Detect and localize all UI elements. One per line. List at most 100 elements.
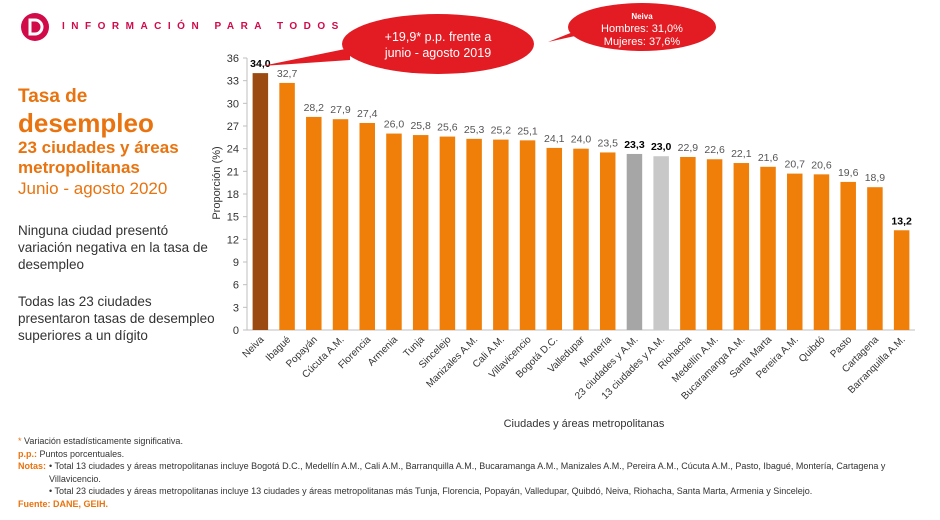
bar bbox=[787, 173, 803, 330]
bar bbox=[733, 163, 750, 330]
change-callout-line-1: +19,9* p.p. frente a bbox=[385, 30, 492, 44]
bar bbox=[359, 122, 375, 330]
bar bbox=[893, 230, 910, 330]
title-line-3: 23 ciudades y áreas metropolitanas bbox=[18, 138, 179, 177]
bar-value-label: 23,3 bbox=[624, 139, 645, 151]
bar bbox=[466, 138, 482, 330]
bar bbox=[813, 174, 830, 330]
y-tick-label: 30 bbox=[227, 98, 239, 110]
bar-value-label: 20,6 bbox=[811, 159, 832, 171]
footnote-star: * bbox=[18, 436, 22, 446]
bar-value-label: 18,9 bbox=[865, 172, 886, 184]
footnote-pp-key: p.p.: bbox=[18, 448, 37, 459]
bar bbox=[519, 140, 536, 330]
y-tick-label: 18 bbox=[227, 189, 239, 201]
footnote-significance: * Variación estadísticamente significati… bbox=[18, 435, 933, 448]
bar bbox=[252, 73, 269, 330]
y-tick-label: 36 bbox=[227, 53, 239, 65]
bar bbox=[680, 156, 696, 330]
neiva-callout-men: Hombres: 31,0% bbox=[601, 23, 683, 35]
brand-tagline: INFORMACIÓN PARA TODOS bbox=[62, 21, 345, 32]
y-tick-label: 12 bbox=[227, 234, 239, 246]
bar bbox=[412, 135, 429, 330]
bar-value-label: 23,5 bbox=[598, 137, 619, 149]
bar bbox=[706, 159, 723, 330]
y-tick-label: 15 bbox=[227, 212, 239, 224]
bar-value-label: 13,2 bbox=[891, 215, 912, 227]
bar-value-label: 28,2 bbox=[304, 102, 325, 114]
bar bbox=[626, 153, 643, 330]
y-tick-label: 3 bbox=[233, 302, 239, 314]
bar-value-label: 27,9 bbox=[330, 104, 351, 116]
bar-value-label: 25,8 bbox=[410, 120, 431, 132]
bar bbox=[599, 152, 616, 330]
bar-value-label: 22,1 bbox=[731, 148, 752, 160]
x-axis-title: Ciudades y áreas metropolitanas bbox=[504, 418, 665, 430]
neiva-callout-title: Neiva bbox=[631, 12, 653, 21]
footnote-pp-text: Puntos porcentuales. bbox=[39, 448, 125, 459]
bar-value-label: 22,9 bbox=[678, 142, 699, 154]
bar-value-label: 27,4 bbox=[357, 108, 378, 120]
footnotes: * Variación estadísticamente significati… bbox=[18, 435, 933, 510]
summary-paragraph-2: Todas las 23 ciudades presentaron tasas … bbox=[18, 294, 215, 343]
y-tick-label: 21 bbox=[227, 166, 239, 178]
dane-logo bbox=[21, 13, 49, 41]
bar-value-label: 25,1 bbox=[517, 125, 538, 137]
bar bbox=[867, 187, 883, 330]
bar-value-label: 24,0 bbox=[571, 134, 592, 146]
footnote-note-1: • Total 13 ciudades y áreas metropolitan… bbox=[49, 461, 886, 484]
y-axis-title: Proporción (%) bbox=[211, 146, 223, 219]
bar bbox=[546, 147, 563, 330]
neiva-callout: Neiva Hombres: 31,0% Mujeres: 37,6% bbox=[548, 3, 716, 51]
bar bbox=[386, 133, 402, 330]
summary-paragraph-1: Ninguna ciudad presentó variación negati… bbox=[18, 223, 208, 272]
bar-value-label: 19,6 bbox=[838, 167, 859, 179]
bar-value-label: 32,7 bbox=[277, 68, 298, 80]
bar bbox=[306, 116, 322, 330]
bar-value-label: 20,7 bbox=[785, 159, 806, 171]
bar bbox=[332, 119, 349, 330]
title-line-2: desempleo bbox=[18, 108, 154, 138]
footnote-source-key: Fuente: bbox=[18, 498, 51, 509]
bar-value-label: 25,6 bbox=[437, 122, 458, 134]
bar bbox=[493, 139, 509, 330]
bar bbox=[760, 166, 776, 330]
bar-value-label: 21,6 bbox=[758, 152, 779, 164]
bar bbox=[653, 156, 669, 330]
change-callout: +19,9* p.p. frente a junio - agosto 2019 bbox=[262, 14, 534, 74]
y-tick-label: 33 bbox=[227, 76, 239, 88]
footnote-source-text: DANE, GEIH. bbox=[53, 498, 109, 509]
bar-value-label: 23,0 bbox=[651, 141, 672, 153]
bar bbox=[279, 82, 295, 330]
bar-value-label: 26,0 bbox=[384, 119, 405, 131]
bar bbox=[439, 136, 456, 330]
footnote-star-text: Variación estadísticamente significativa… bbox=[24, 436, 183, 446]
footnote-notes-key: Notas: bbox=[18, 461, 47, 471]
y-tick-label: 24 bbox=[227, 144, 239, 156]
bar-value-label: 25,3 bbox=[464, 124, 485, 136]
footnote-note-2: • Total 23 ciudades y áreas metropolitan… bbox=[49, 486, 813, 496]
y-tick-label: 0 bbox=[233, 325, 239, 337]
bar-value-label: 22,6 bbox=[704, 144, 725, 156]
bar-value-label: 34,0 bbox=[250, 58, 271, 70]
neiva-callout-women: Mujeres: 37,6% bbox=[604, 36, 681, 48]
bar bbox=[840, 181, 856, 330]
bar bbox=[573, 148, 589, 330]
y-tick-label: 27 bbox=[227, 121, 239, 133]
footnote-notes: Notas: • Total 13 ciudades y áreas metro… bbox=[18, 460, 933, 498]
bar-value-label: 25,2 bbox=[491, 125, 512, 137]
x-tick-label: Armenia bbox=[366, 334, 400, 368]
bar-layer bbox=[252, 73, 910, 330]
period-label: Junio - agosto 2020 bbox=[18, 179, 168, 198]
y-tick-label: 9 bbox=[233, 257, 239, 269]
footnote-pp: p.p.: Puntos porcentuales. bbox=[18, 448, 933, 461]
title-line-1: Tasa de bbox=[18, 86, 88, 107]
left-panel: Tasa de desempleo 23 ciudades y áreas me… bbox=[18, 86, 223, 344]
x-tick-label: Quibdó bbox=[797, 334, 828, 365]
y-tick-label: 6 bbox=[233, 280, 239, 292]
footnote-source: Fuente: DANE, GEIH. bbox=[18, 498, 933, 511]
change-callout-line-2: junio - agosto 2019 bbox=[384, 46, 491, 60]
bar-value-label: 24,1 bbox=[544, 133, 565, 145]
